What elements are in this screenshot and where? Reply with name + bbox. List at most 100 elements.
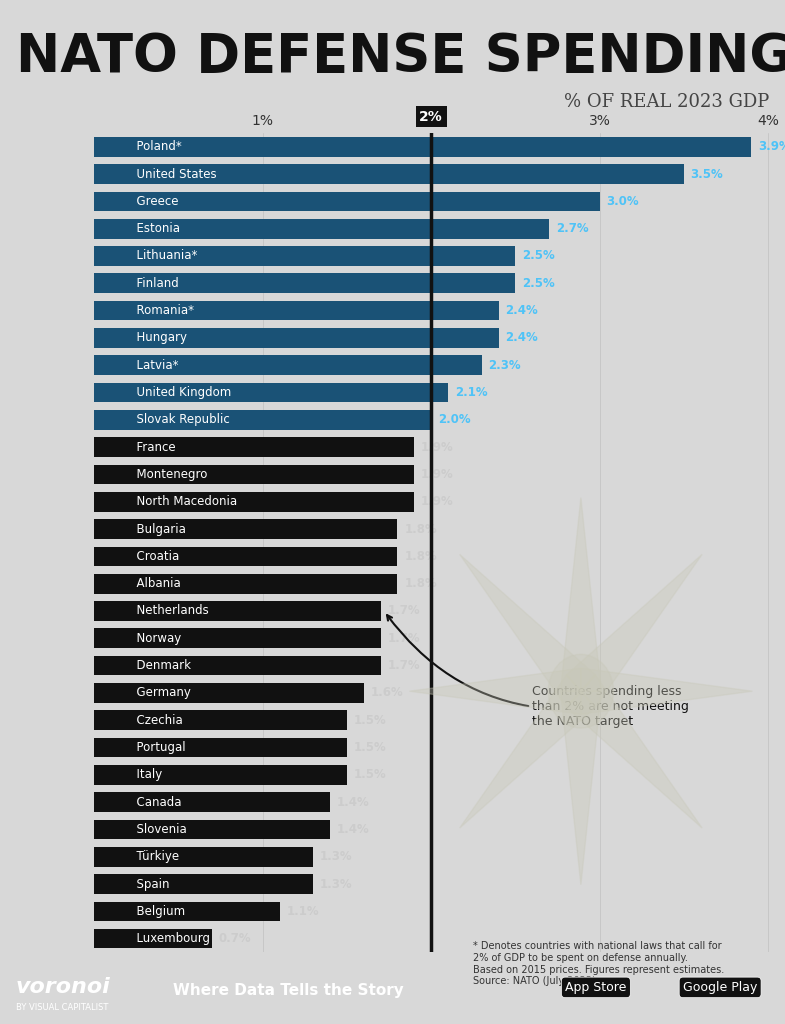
Polygon shape — [560, 691, 601, 885]
Text: 1.4%: 1.4% — [337, 823, 370, 836]
Text: Canada: Canada — [129, 796, 181, 809]
Text: 1.7%: 1.7% — [387, 659, 420, 672]
Text: 2.5%: 2.5% — [522, 276, 555, 290]
Text: Bulgaria: Bulgaria — [129, 522, 185, 536]
Text: Albania: Albania — [129, 578, 181, 590]
Bar — [94, 355, 482, 375]
Bar — [94, 629, 381, 648]
Bar — [94, 273, 516, 293]
Text: Belgium: Belgium — [129, 905, 184, 918]
Text: 3.0%: 3.0% — [606, 195, 639, 208]
Text: Latvia*: Latvia* — [129, 358, 178, 372]
Bar — [94, 847, 313, 866]
Text: Türkiye: Türkiye — [129, 850, 179, 863]
Bar — [94, 465, 414, 484]
Text: 1.1%: 1.1% — [287, 905, 319, 918]
Bar — [94, 765, 347, 784]
Bar — [94, 573, 397, 594]
Bar — [94, 547, 397, 566]
Text: 1.3%: 1.3% — [320, 850, 352, 863]
Bar — [94, 737, 347, 758]
Text: Luxembourg: Luxembourg — [129, 932, 210, 945]
Text: 1.8%: 1.8% — [404, 578, 437, 590]
Text: % OF REAL 2023 GDP: % OF REAL 2023 GDP — [564, 92, 769, 111]
Bar — [94, 519, 397, 539]
Text: Croatia: Croatia — [129, 550, 179, 563]
Text: 1.4%: 1.4% — [337, 796, 370, 809]
Text: 2.0%: 2.0% — [438, 414, 470, 426]
Bar — [94, 191, 600, 211]
Text: Slovak Republic: Slovak Republic — [129, 414, 229, 426]
Text: 2.7%: 2.7% — [556, 222, 589, 236]
Text: 1.7%: 1.7% — [387, 632, 420, 645]
Text: Norway: Norway — [129, 632, 181, 645]
Text: Montenegro: Montenegro — [129, 468, 207, 481]
Text: 2.4%: 2.4% — [506, 332, 538, 344]
Text: 2.1%: 2.1% — [455, 386, 487, 399]
Polygon shape — [567, 675, 702, 828]
Text: Spain: Spain — [129, 878, 170, 891]
Bar — [94, 437, 414, 457]
Polygon shape — [567, 554, 702, 708]
Text: Countries spending less
than 2% are not meeting
the NATO target: Countries spending less than 2% are not … — [387, 615, 689, 728]
Text: United Kingdom: United Kingdom — [129, 386, 231, 399]
Bar — [94, 929, 212, 948]
Text: 2.4%: 2.4% — [506, 304, 538, 317]
Text: 1.7%: 1.7% — [387, 604, 420, 617]
Text: 1.9%: 1.9% — [421, 496, 454, 508]
Text: Denmark: Denmark — [129, 659, 191, 672]
Polygon shape — [410, 668, 581, 715]
Text: France: France — [129, 440, 175, 454]
Bar — [94, 301, 498, 321]
Bar — [94, 793, 330, 812]
Text: 2.5%: 2.5% — [522, 250, 555, 262]
Bar — [94, 655, 381, 676]
Text: Lithuania*: Lithuania* — [129, 250, 197, 262]
Text: 1.5%: 1.5% — [354, 741, 386, 754]
Text: 1.3%: 1.3% — [320, 878, 352, 891]
Text: NATO DEFENSE SPENDING: NATO DEFENSE SPENDING — [16, 31, 785, 83]
Text: Romania*: Romania* — [129, 304, 194, 317]
Text: Portugal: Portugal — [129, 741, 185, 754]
Bar — [94, 711, 347, 730]
Polygon shape — [560, 498, 601, 691]
Polygon shape — [581, 668, 752, 715]
Text: 1.8%: 1.8% — [404, 550, 437, 563]
Text: 1.9%: 1.9% — [421, 440, 454, 454]
Text: 2%: 2% — [419, 110, 443, 124]
Circle shape — [548, 654, 614, 728]
Text: 0.7%: 0.7% — [219, 932, 251, 945]
Text: Poland*: Poland* — [129, 140, 181, 154]
Text: 2.3%: 2.3% — [488, 358, 521, 372]
Bar — [94, 328, 498, 348]
Text: Greece: Greece — [129, 195, 178, 208]
Text: Czechia: Czechia — [129, 714, 182, 727]
Text: 3.9%: 3.9% — [758, 140, 785, 154]
Text: * Denotes countries with national laws that call for
2% of GDP to be spent on de: * Denotes countries with national laws t… — [473, 941, 725, 986]
Polygon shape — [460, 554, 595, 708]
Text: App Store: App Store — [565, 981, 626, 994]
Text: Finland: Finland — [129, 276, 178, 290]
Text: United States: United States — [129, 168, 217, 180]
Text: voronoi: voronoi — [16, 977, 111, 997]
Text: 1.9%: 1.9% — [421, 468, 454, 481]
Bar — [94, 874, 313, 894]
Text: Estonia: Estonia — [129, 222, 180, 236]
Text: 3.5%: 3.5% — [691, 168, 724, 180]
Bar — [94, 410, 431, 430]
Text: Where Data Tells the Story: Where Data Tells the Story — [173, 983, 403, 998]
Bar — [94, 819, 330, 840]
Bar — [94, 492, 414, 512]
Bar — [94, 219, 550, 239]
Text: 1.5%: 1.5% — [354, 768, 386, 781]
Bar — [94, 601, 381, 621]
Text: 1.6%: 1.6% — [371, 686, 403, 699]
Bar — [94, 164, 684, 184]
Bar — [94, 683, 363, 702]
Bar — [94, 137, 751, 157]
Bar — [94, 901, 279, 922]
Text: Netherlands: Netherlands — [129, 604, 209, 617]
Text: 1.5%: 1.5% — [354, 714, 386, 727]
Text: Italy: Italy — [129, 768, 162, 781]
Bar — [94, 246, 516, 266]
